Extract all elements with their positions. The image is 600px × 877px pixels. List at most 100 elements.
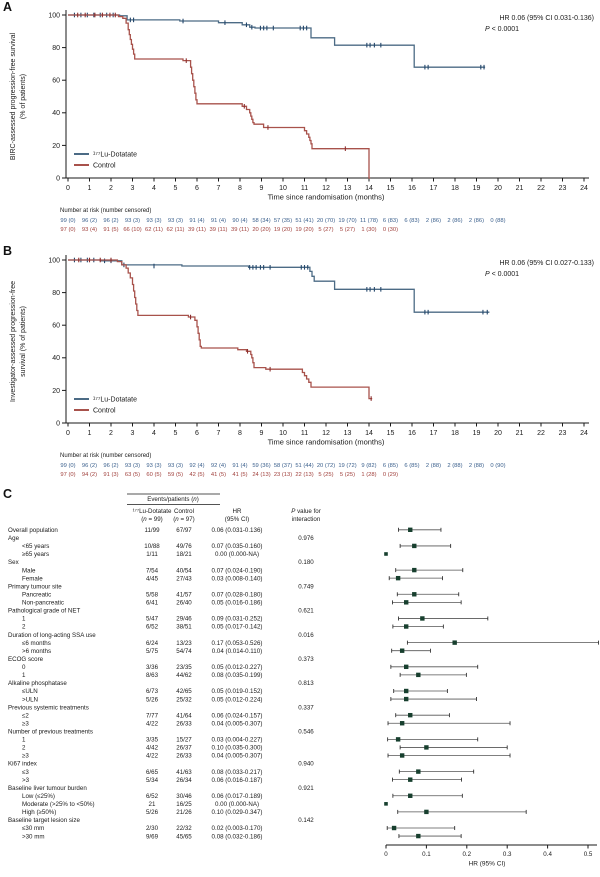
events-control: 49/76 bbox=[176, 543, 192, 550]
risk-count: 9 (82) bbox=[361, 463, 376, 469]
subgroup-label: ≤6 months bbox=[22, 640, 51, 647]
x-tick-label: 13 bbox=[344, 185, 352, 192]
x-tick-label: 6 bbox=[195, 185, 199, 192]
hr-point bbox=[424, 745, 429, 750]
forest-tick-label: 0.4 bbox=[543, 851, 552, 858]
risk-count: 91 (5) bbox=[103, 227, 118, 233]
hr-value: 0.04 (0.014-0.110) bbox=[212, 648, 262, 655]
risk-count: 96 (2) bbox=[103, 218, 118, 224]
events-control: 30/46 bbox=[176, 793, 192, 800]
events-header: Events/patients (n) bbox=[147, 496, 199, 503]
hr-value: 0.05 (0.019-0.152) bbox=[212, 688, 263, 695]
x-tick-label: 1 bbox=[88, 430, 92, 437]
forest-plot-subgroups: Events/patients (n) ¹⁷⁷Lu-Dotatate(n = 99… bbox=[8, 493, 599, 868]
x-tick-label: 23 bbox=[559, 185, 567, 192]
x-tick-label: 17 bbox=[430, 185, 438, 192]
km-curve-lu-dotatate bbox=[68, 259, 490, 313]
risk-count: 6 (85) bbox=[383, 463, 398, 469]
risk-count: 6 (83) bbox=[383, 218, 398, 224]
column-header-interaction: interaction bbox=[292, 516, 321, 523]
events-lu: 4/45 bbox=[146, 575, 159, 582]
hr-point bbox=[416, 833, 421, 839]
events-lu: 6/52 bbox=[146, 624, 159, 631]
events-lu: 5/75 bbox=[146, 648, 159, 655]
hr-point bbox=[408, 712, 413, 718]
panel-b-label: B bbox=[3, 244, 13, 258]
y-tick-label: 60 bbox=[52, 323, 60, 330]
hr-point bbox=[416, 769, 421, 774]
risk-count: 20 (70) bbox=[317, 218, 335, 224]
hr-value: 0.05 (0.012-0.227) bbox=[212, 664, 263, 671]
risk-count: 59 (36) bbox=[252, 463, 270, 469]
subgroup-label: >3 bbox=[22, 777, 30, 784]
subgroup-label: 1 bbox=[22, 672, 26, 679]
hr-value: 0.03 (0.008-0.140) bbox=[212, 575, 263, 582]
subgroup-label: ≤ULN bbox=[22, 688, 38, 695]
x-tick-label: 16 bbox=[408, 185, 416, 192]
risk-count: 20 (20) bbox=[252, 227, 270, 233]
column-header-hr: HR bbox=[233, 508, 242, 515]
p-interaction-value: 0.180 bbox=[298, 559, 314, 566]
p-interaction-value: 0.813 bbox=[298, 680, 314, 687]
events-lu: 5/47 bbox=[146, 616, 159, 623]
p-interaction-value: 0.337 bbox=[298, 704, 314, 711]
x-tick-label: 21 bbox=[516, 430, 524, 437]
column-header-hr-ci: (95% CI) bbox=[225, 516, 249, 523]
risk-count: 62 (11) bbox=[145, 227, 163, 233]
x-axis-title: Time since randomisation (months) bbox=[268, 193, 385, 202]
risk-count: 91 (3) bbox=[103, 472, 118, 478]
risk-count: 99 (0) bbox=[60, 463, 75, 469]
p-interaction-value: 0.016 bbox=[298, 632, 314, 639]
subgroup-label: ≤2 bbox=[22, 712, 29, 719]
risk-count: 93 (3) bbox=[168, 463, 183, 469]
events-control: 41/57 bbox=[176, 591, 192, 598]
hr-point bbox=[391, 825, 397, 831]
hr-value: 0.06 (0.024-0.157) bbox=[212, 712, 263, 719]
x-tick-label: 14 bbox=[365, 185, 373, 192]
events-control: 22/32 bbox=[176, 825, 192, 832]
events-lu: 8/63 bbox=[146, 672, 159, 679]
x-tick-label: 18 bbox=[451, 430, 459, 437]
risk-count: 58 (37) bbox=[274, 463, 292, 469]
legend-label-control: Control bbox=[93, 163, 116, 170]
risk-count: 2 (86) bbox=[426, 218, 441, 224]
x-tick-label: 18 bbox=[451, 185, 459, 192]
km-curve-lu-dotatate bbox=[68, 14, 486, 68]
risk-count: 0 (90) bbox=[490, 463, 505, 469]
subgroup-label: Overall population bbox=[8, 527, 58, 534]
hr-point bbox=[399, 721, 405, 726]
hr-value: 0.07 (0.024-0.190) bbox=[212, 567, 263, 574]
events-lu: 6/52 bbox=[146, 793, 159, 800]
hr-point bbox=[420, 616, 425, 621]
subgroup-label: Female bbox=[22, 575, 43, 582]
risk-count: 5 (25) bbox=[318, 472, 333, 478]
risk-count: 96 (2) bbox=[82, 463, 97, 469]
risk-count: 93 (3) bbox=[146, 218, 161, 224]
panel-c-label: C bbox=[3, 487, 13, 501]
y-tick-label: 20 bbox=[52, 143, 60, 150]
hr-point bbox=[424, 809, 429, 815]
events-lu: 5/26 bbox=[146, 809, 159, 816]
risk-count: 66 (10) bbox=[123, 227, 141, 233]
x-tick-label: 4 bbox=[152, 430, 156, 437]
hr-point bbox=[399, 753, 405, 758]
y-tick-label: 40 bbox=[52, 110, 60, 117]
risk-count: 2 (86) bbox=[447, 218, 462, 224]
events-lu: 6/24 bbox=[146, 640, 159, 647]
risk-count: 51 (41) bbox=[295, 218, 313, 224]
events-control: 41/64 bbox=[176, 712, 192, 719]
events-lu: 4/22 bbox=[146, 720, 159, 727]
subgroup-label: Sex bbox=[8, 559, 20, 566]
x-tick-label: 17 bbox=[430, 430, 438, 437]
risk-count: 58 (34) bbox=[252, 218, 270, 224]
risk-count: 91 (4) bbox=[232, 463, 247, 469]
events-lu: 2/30 bbox=[146, 825, 159, 832]
events-control: 26/33 bbox=[176, 720, 192, 727]
hr-point bbox=[399, 648, 405, 653]
subgroup-label: Age bbox=[8, 535, 20, 542]
risk-count: 96 (2) bbox=[103, 463, 118, 469]
subgroup-label: >ULN bbox=[22, 696, 38, 703]
risk-count: 41 (5) bbox=[211, 472, 226, 478]
events-lu: 5/26 bbox=[146, 696, 159, 703]
subgroup-label: 1 bbox=[22, 737, 26, 744]
